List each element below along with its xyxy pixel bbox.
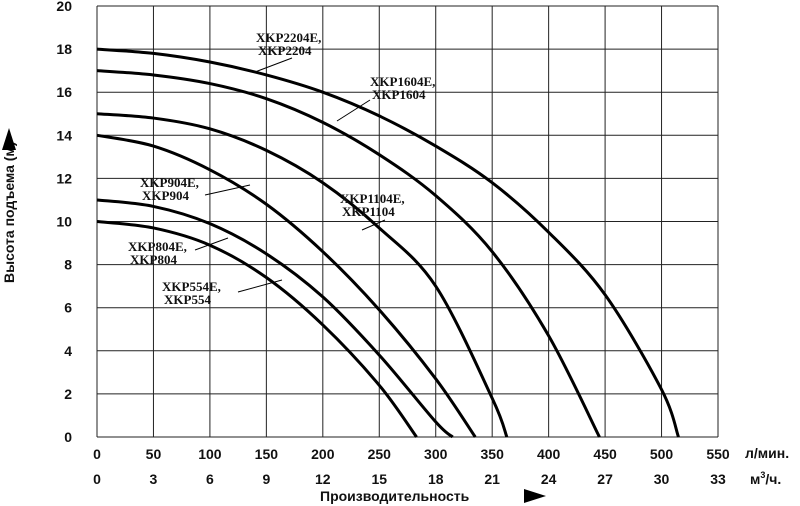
x-tick-label-secondary: 27	[597, 471, 613, 487]
x-tick-label-primary: 300	[424, 446, 448, 462]
series-curve-s554	[96, 220, 418, 438]
x-tick-label-secondary: 9	[262, 471, 270, 487]
series-curve-s904	[96, 133, 477, 438]
series-label-s554: XKP554	[164, 292, 211, 307]
x-tick-label-primary: 350	[481, 446, 505, 462]
x-tick-label-secondary: 15	[371, 471, 387, 487]
arrow-up-icon	[2, 128, 16, 150]
y-tick-label: 4	[64, 343, 72, 359]
label-leader-s554	[237, 279, 283, 293]
series-label-s2204: XKP2204E,	[256, 30, 321, 45]
x-tick-label-secondary: 0	[93, 471, 101, 487]
x-tick-label-primary: 500	[650, 446, 674, 462]
series-curve-s1104	[96, 112, 509, 438]
series-curve-s804	[96, 198, 454, 439]
series-label-s904: XKP904E,	[140, 175, 199, 190]
y-tick-label: 10	[56, 214, 72, 230]
chart-grid	[96, 5, 719, 438]
y-tick-label: 12	[56, 170, 72, 186]
series-label-s804: XKP804E,	[128, 239, 187, 254]
x-tick-label-primary: 100	[198, 446, 222, 462]
y-tick-label: 6	[64, 300, 72, 316]
x-tick-label-secondary: 24	[541, 471, 557, 487]
y-tick-label: 20	[56, 0, 72, 14]
x-tick-label-primary: 150	[255, 446, 279, 462]
x-tick-label-secondary: 12	[315, 471, 331, 487]
series-label-s2204: XKP2204	[258, 43, 312, 58]
y-axis-title-text: Высота подъема (м)	[1, 142, 17, 283]
series-label-s804: XKP804	[130, 252, 177, 267]
label-leader-s1104	[361, 219, 386, 231]
y-tick-label: 14	[56, 127, 72, 143]
y-tick-label: 8	[64, 257, 72, 273]
series-label-s1104: XKP1104	[342, 204, 395, 219]
x-tick-label-primary: 550	[706, 446, 730, 462]
x-tick-label-secondary: 6	[206, 471, 214, 487]
series-label-s554: XKP554E,	[162, 279, 221, 294]
series-label-s1104: XKP1104E,	[340, 191, 405, 206]
x-tick-label-secondary: 18	[428, 471, 444, 487]
x-tick-label-primary: 250	[368, 446, 392, 462]
label-leader-s804	[194, 237, 229, 251]
x-tick-label-secondary: 3	[150, 471, 158, 487]
label-leader-s904	[204, 184, 251, 196]
axis-ticks: 0050310061509200122501530018350214002445…	[56, 0, 729, 487]
x-tick-label-primary: 450	[593, 446, 617, 462]
y-tick-label: 18	[56, 41, 72, 57]
x-tick-label-primary: 0	[93, 446, 101, 462]
y-tick-label: 0	[64, 429, 72, 445]
x-unit-primary: л/мин.	[745, 445, 789, 461]
series-curve-s2204	[96, 47, 680, 438]
x-axis-title-text: Производительность	[320, 488, 470, 504]
y-axis-title: Высота подъема (м)	[1, 128, 17, 283]
series-label-s904: XKP904	[142, 188, 189, 203]
series-label-s1604: XKP1604E,	[370, 74, 435, 89]
x-axis-title: Производительность	[320, 488, 546, 504]
label-leaders	[194, 57, 386, 293]
x-tick-label-primary: 400	[537, 446, 561, 462]
arrow-right-icon	[524, 489, 546, 503]
x-tick-label-secondary: 33	[710, 471, 726, 487]
x-unit-secondary: м3/ч.	[750, 470, 781, 487]
label-leader-s2204	[254, 57, 293, 73]
y-tick-label: 16	[56, 84, 72, 100]
series-curve-s1604	[96, 69, 601, 438]
x-tick-label-secondary: 30	[654, 471, 670, 487]
series-labels: XKP554E,XKP554 XKP804E,XKP804 XKP904E,XKP9…	[128, 30, 435, 307]
x-tick-label-primary: 200	[311, 446, 335, 462]
label-leader-s1604	[336, 99, 371, 122]
y-tick-label: 2	[64, 386, 72, 402]
x-tick-label-primary: 50	[146, 446, 162, 462]
series-label-s1604: XKP1604	[372, 87, 426, 102]
x-tick-label-secondary: 21	[484, 471, 500, 487]
chart-curves	[96, 47, 680, 439]
